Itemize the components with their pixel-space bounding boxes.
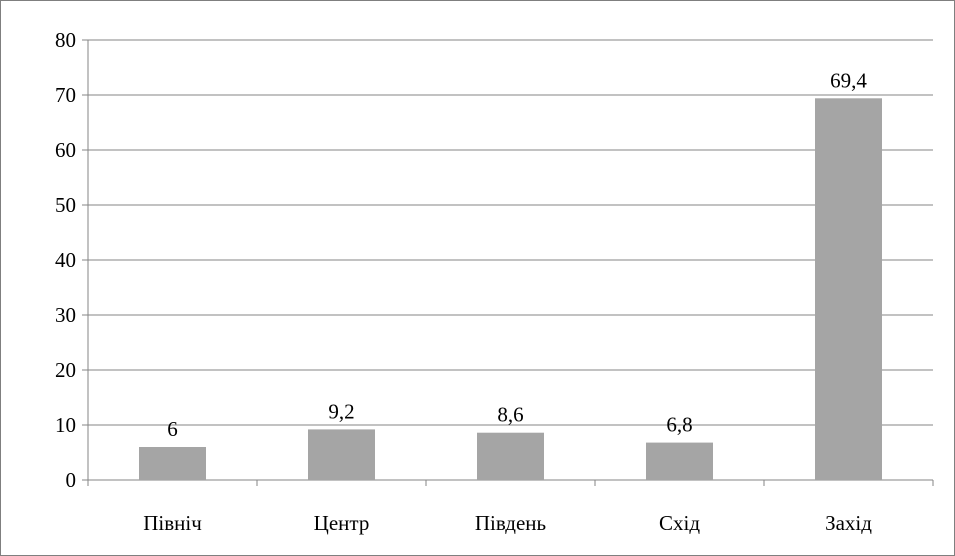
y-tick-labels: 0 10 20 30 40 50 60 70 80	[55, 28, 76, 492]
x-tick-label: Схід	[659, 511, 700, 535]
y-tick-label: 60	[55, 138, 76, 162]
y-tick-label: 10	[55, 413, 76, 437]
data-label: 6	[167, 417, 178, 441]
y-tick-label: 40	[55, 248, 76, 272]
x-tick-labels: Північ Центр Південь Схід Захід	[143, 511, 872, 535]
bar	[308, 429, 375, 480]
y-tick-label: 20	[55, 358, 76, 382]
x-tick-label: Північ	[143, 511, 202, 535]
bar	[646, 442, 713, 480]
data-label: 9,2	[328, 399, 354, 423]
data-labels: 6 9,2 8,6 6,8 69,4	[167, 68, 867, 441]
y-tick-label: 50	[55, 193, 76, 217]
y-tick-label: 30	[55, 303, 76, 327]
bar	[477, 432, 544, 480]
bars	[139, 98, 882, 481]
x-tick-label: Південь	[475, 511, 546, 535]
bar	[139, 447, 206, 480]
x-tick-label: Центр	[314, 511, 370, 535]
y-tick-label: 70	[55, 83, 76, 107]
data-label: 69,4	[830, 68, 867, 92]
y-tick-label: 0	[66, 468, 77, 492]
grid-layer	[88, 39, 933, 426]
data-label: 6,8	[666, 413, 692, 437]
data-label: 8,6	[497, 403, 523, 427]
y-tick-label: 80	[55, 28, 76, 52]
x-tick-label: Захід	[825, 511, 872, 535]
bar	[815, 98, 882, 481]
